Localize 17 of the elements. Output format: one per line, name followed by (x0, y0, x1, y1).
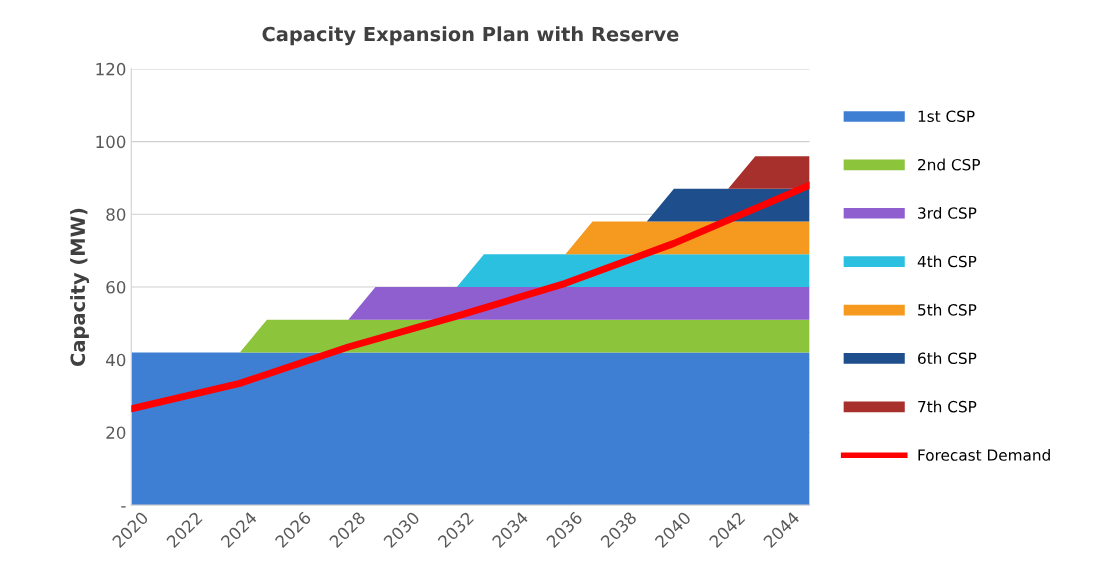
y-axis-title: Capacity (MW) (70, 208, 90, 366)
y-tick-label: 40 (106, 353, 126, 367)
y-tick-label: 80 (106, 208, 126, 221)
legend-label: 6th CSP (918, 352, 977, 365)
legend-label: 3rd CSP (918, 207, 977, 219)
y-tick-label: 60 (106, 280, 126, 294)
legend-label: 2nd CSP (918, 158, 981, 171)
y-tick-label: 100 (96, 135, 126, 149)
chart-title: Capacity Expansion Plan with Reserve (262, 26, 679, 46)
legend-label: 5th CSP (918, 303, 977, 316)
y-tick-label: 20 (106, 426, 126, 439)
legend-label: 4th CSP (917, 255, 977, 268)
y-tick-label: 120 (96, 62, 126, 76)
legend-label: Forecast Demand (918, 449, 1050, 461)
legend-label: 7th CSP (918, 400, 977, 413)
y-tick-label: - (121, 506, 126, 508)
legend-label: 1st CSP (918, 110, 975, 123)
